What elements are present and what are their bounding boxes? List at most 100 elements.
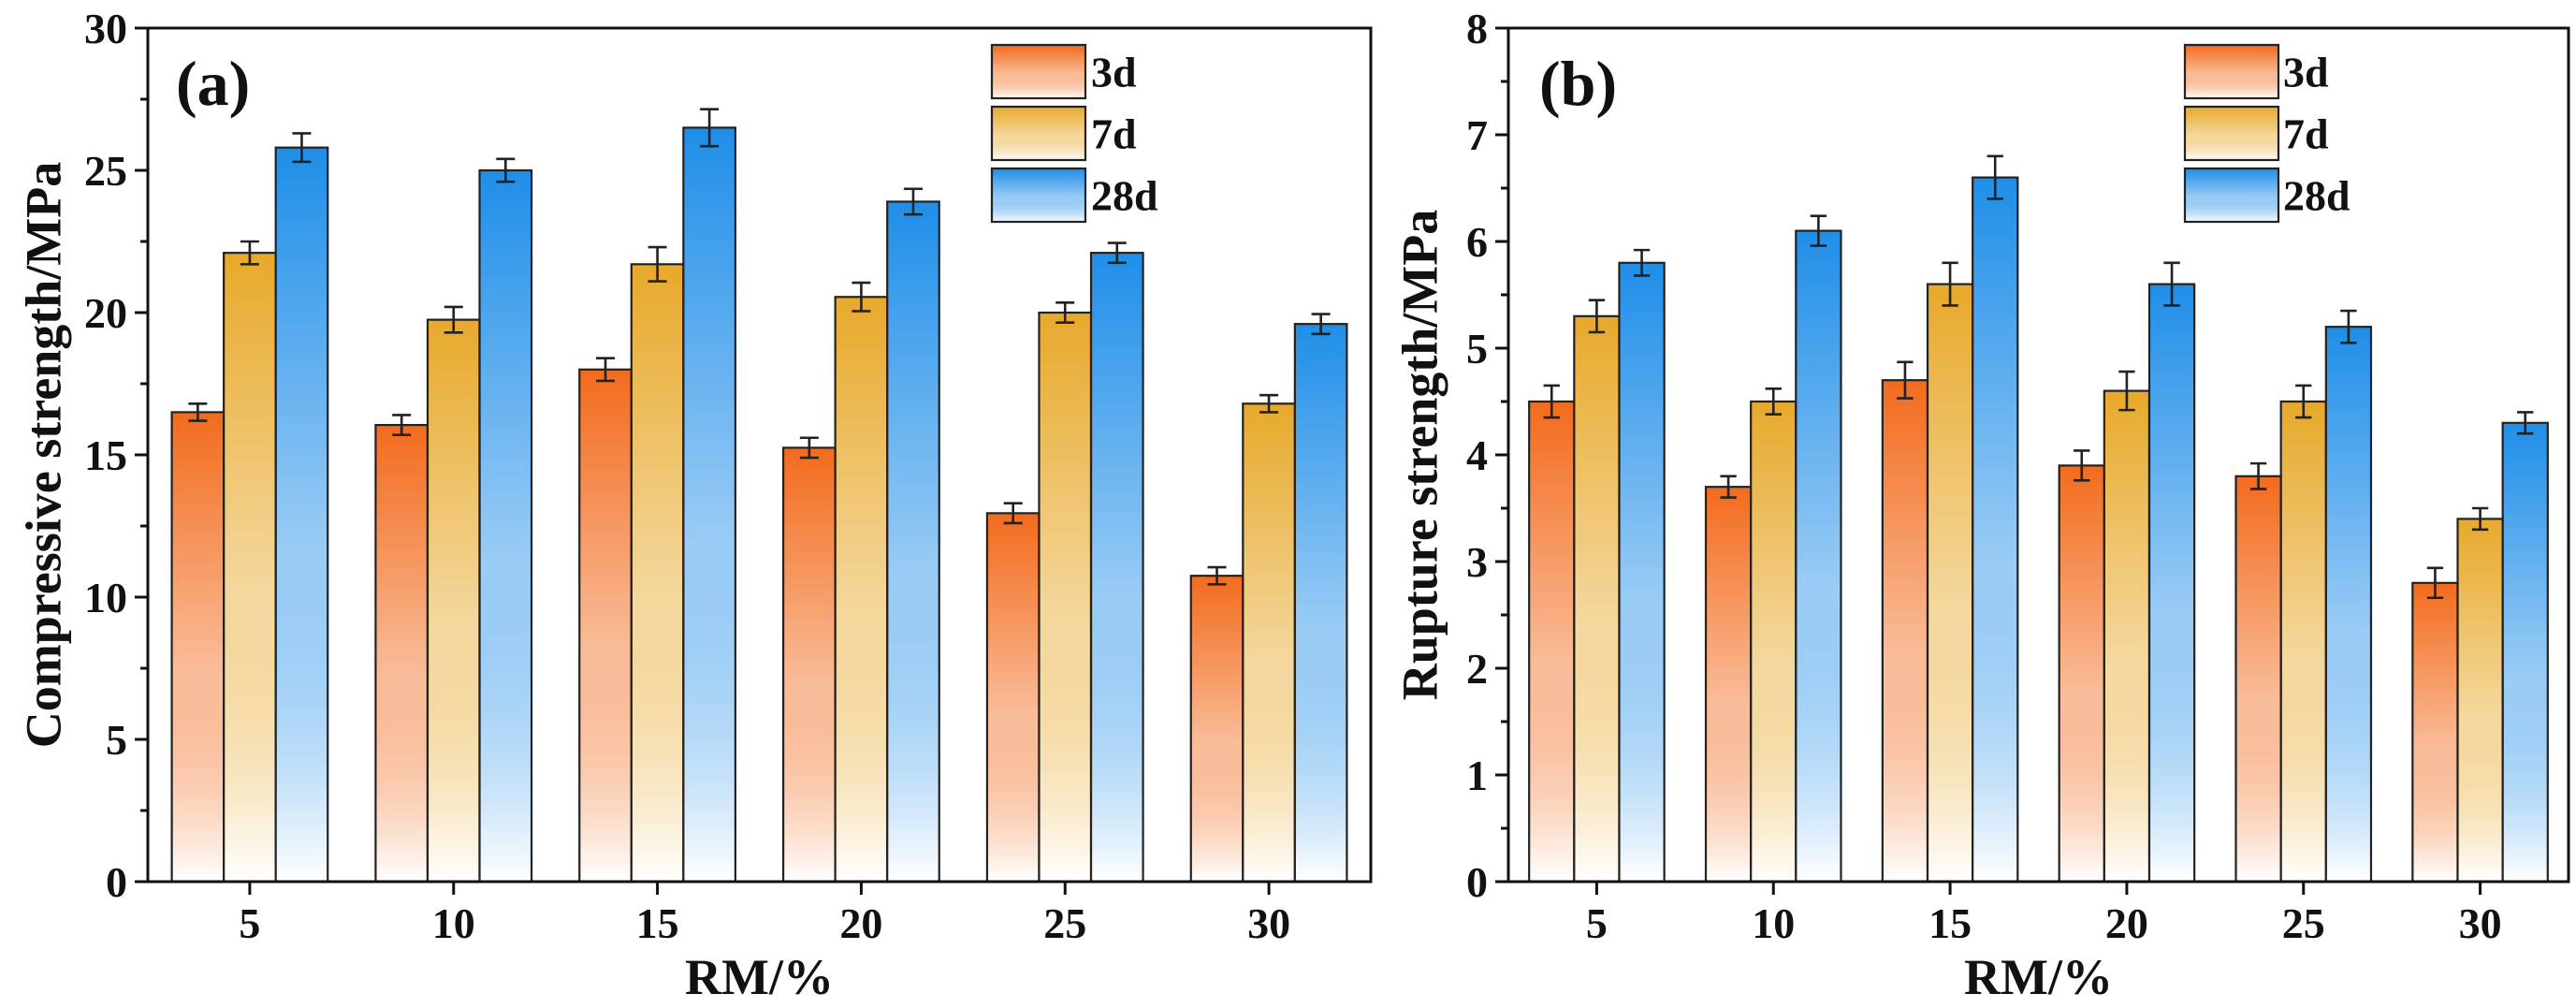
errorbar-7d-10	[444, 305, 463, 334]
bar-7d-20	[834, 296, 889, 884]
y-tick-label: 15	[84, 431, 127, 479]
errorbar-3d-15	[1897, 360, 1914, 400]
compressive-strength-chart: (a) RM/% Compressive strength/MPa 3d 7d …	[15, 5, 1373, 1005]
y-tick-label: 1	[1466, 752, 1488, 799]
bar-3d-5	[1528, 400, 1576, 884]
errorbar-3d-25	[1003, 502, 1023, 525]
x-tick-label: 30	[2459, 899, 2502, 947]
bar-7d-5	[223, 252, 277, 884]
bar-28d-15	[1972, 176, 2019, 884]
y-tick-label: 10	[84, 574, 127, 621]
errorbar-3d-5	[1543, 384, 1560, 419]
bar-3d-30	[1189, 575, 1244, 884]
errorbar-28d-20	[2163, 261, 2180, 307]
legend-swatch-3d	[990, 43, 1087, 100]
errorbar-3d-10	[392, 414, 412, 437]
x-tick-label: 30	[1247, 899, 1290, 947]
errorbar-28d-25	[1107, 241, 1127, 265]
bar-7d-20	[2103, 389, 2151, 884]
errorbar-7d-20	[2118, 370, 2135, 412]
plot-frame	[146, 26, 1373, 884]
bar-3d-10	[374, 423, 429, 884]
y-axis-title: Compressive strength/MPa	[15, 162, 71, 748]
bar-3d-25	[2234, 475, 2282, 884]
y-tick-label: 20	[84, 289, 127, 337]
errorbar-7d-20	[851, 281, 871, 313]
bar-7d-10	[1750, 400, 1797, 884]
errorbar-3d-25	[2249, 461, 2267, 490]
errorbar-7d-10	[1765, 387, 1782, 416]
ticks-layer	[135, 26, 1271, 895]
errorbar-7d-25	[2295, 384, 2312, 419]
errorbar-7d-25	[1055, 301, 1075, 324]
bar-7d-15	[630, 263, 685, 884]
y-tick-label: 6	[1466, 218, 1488, 266]
bar-28d-25	[1089, 252, 1144, 884]
bar-3d-10	[1704, 486, 1753, 884]
bar-7d-5	[1573, 314, 1621, 884]
errorbar-28d-30	[2517, 411, 2534, 435]
bar-28d-10	[1795, 229, 1842, 884]
y-tick-label: 25	[84, 147, 127, 195]
y-tick-labels: 0 5 10 15 20 25 30	[84, 5, 127, 906]
x-tick-labels: 5 10 15 20 25 30	[1586, 899, 2502, 947]
bar-3d-25	[985, 512, 1041, 884]
bar-28d-30	[2501, 421, 2549, 884]
legend-swatch-7d	[2183, 105, 2280, 162]
bars-layer	[1528, 176, 2549, 884]
errorbars-layer	[1543, 154, 2534, 600]
bar-28d-20	[886, 200, 940, 884]
x-tick-label: 25	[2282, 899, 2325, 947]
errorbar-28d-5	[1633, 248, 1651, 277]
errorbar-3d-20	[2074, 449, 2090, 482]
y-tick-label: 5	[106, 716, 127, 764]
legend-swatch-3d	[2183, 43, 2280, 100]
bar-3d-30	[2411, 581, 2459, 884]
bar-3d-20	[781, 446, 837, 884]
errorbar-7d-30	[1259, 393, 1279, 414]
y-tick-labels: 0 1 2 3 4 5 6 7 8	[1466, 5, 1488, 906]
errorbar-3d-20	[799, 436, 819, 460]
x-axis-title: RM/%	[685, 949, 834, 1005]
y-tick-label: 3	[1466, 538, 1488, 586]
errorbars-layer	[188, 108, 1331, 586]
errorbar-7d-5	[1588, 299, 1606, 334]
y-tick-label: 0	[106, 858, 127, 906]
y-tick-label: 4	[1466, 431, 1488, 479]
errorbar-28d-20	[903, 187, 923, 216]
errorbar-28d-15	[1987, 154, 2003, 200]
bar-7d-25	[1038, 311, 1093, 884]
errorbar-7d-15	[648, 245, 667, 283]
errorbar-28d-10	[496, 157, 516, 183]
bar-7d-30	[2456, 518, 2504, 884]
panel-label: (b)	[1539, 48, 1617, 119]
legend-label-3d: 3d	[2283, 49, 2329, 96]
errorbar-7d-15	[1942, 261, 1958, 307]
x-tick-labels: 5 10 15 20 25 30	[239, 899, 1290, 947]
errorbar-3d-30	[2426, 566, 2444, 600]
bar-3d-5	[170, 411, 226, 884]
bar-28d-15	[682, 126, 737, 884]
x-axis-title: RM/%	[1964, 949, 2113, 1005]
x-tick-label: 20	[2105, 899, 2148, 947]
y-tick-label: 0	[1466, 858, 1488, 906]
bar-28d-5	[274, 146, 329, 884]
x-tick-label: 15	[636, 899, 679, 947]
bar-7d-15	[1926, 283, 1974, 884]
errorbar-7d-30	[2471, 506, 2489, 532]
errorbar-28d-10	[1810, 214, 1827, 247]
legend-swatch-28d	[2183, 167, 2280, 224]
legend-label-28d: 28d	[1091, 172, 1158, 220]
bar-7d-10	[426, 318, 481, 884]
errorbar-28d-30	[1311, 313, 1331, 336]
x-tick-label: 10	[432, 899, 475, 947]
x-tick-label: 5	[239, 899, 260, 947]
legend: 3d 7d 28d	[990, 43, 1158, 224]
y-tick-label: 8	[1466, 5, 1488, 52]
y-tick-label: 5	[1466, 325, 1488, 373]
errorbar-7d-5	[240, 240, 259, 266]
legend-label-7d: 7d	[2283, 110, 2329, 158]
bar-3d-15	[1881, 379, 1929, 884]
legend-label-28d: 28d	[2283, 172, 2350, 220]
legend-label-3d: 3d	[1091, 49, 1137, 96]
